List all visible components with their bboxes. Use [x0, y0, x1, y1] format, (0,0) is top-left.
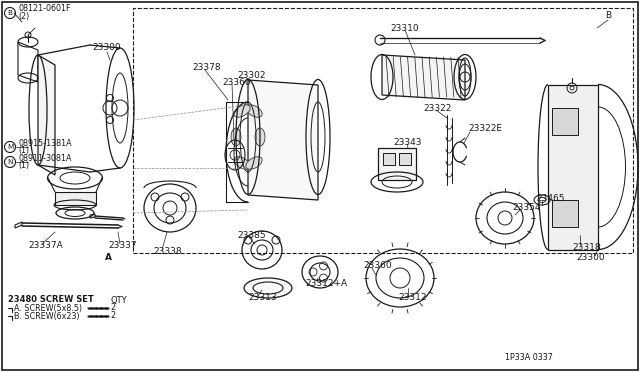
Text: A. SCREW(5x8.5): A. SCREW(5x8.5): [14, 304, 82, 312]
Text: (2): (2): [18, 12, 29, 20]
Text: 23354: 23354: [512, 202, 541, 212]
Text: N: N: [7, 159, 13, 165]
Text: 08915-1381A: 08915-1381A: [18, 138, 72, 148]
Text: B: B: [8, 10, 13, 16]
Text: 23337A: 23337A: [28, 241, 63, 250]
Text: 23302: 23302: [237, 71, 266, 80]
Bar: [383, 153, 395, 165]
Text: B: B: [605, 10, 611, 19]
Text: 23322E: 23322E: [468, 124, 502, 132]
Text: B. SCREW(6x23): B. SCREW(6x23): [14, 311, 79, 321]
Polygon shape: [55, 192, 96, 205]
Polygon shape: [548, 85, 598, 250]
Bar: [378, 148, 416, 180]
Text: 23312: 23312: [398, 294, 426, 302]
Text: 23360: 23360: [363, 260, 392, 269]
Polygon shape: [382, 55, 465, 100]
Text: 23343: 23343: [393, 138, 422, 147]
Text: (1): (1): [18, 160, 29, 170]
Text: 23322: 23322: [423, 103, 451, 112]
Ellipse shape: [244, 278, 292, 298]
Ellipse shape: [234, 157, 250, 169]
Polygon shape: [552, 108, 578, 135]
Text: 23300: 23300: [92, 42, 120, 51]
Text: 08121-0601F: 08121-0601F: [18, 3, 70, 13]
Text: 23310: 23310: [390, 23, 419, 32]
Text: 2: 2: [110, 311, 115, 321]
Text: 23480 SCREW SET: 23480 SCREW SET: [8, 295, 93, 305]
Ellipse shape: [234, 105, 250, 117]
Text: 23312+A: 23312+A: [305, 279, 347, 289]
Text: M: M: [7, 144, 13, 150]
Bar: [399, 153, 411, 165]
Ellipse shape: [246, 157, 262, 169]
Text: 1P33A 0337: 1P33A 0337: [505, 353, 553, 362]
Text: 2: 2: [110, 304, 115, 312]
Text: A: A: [105, 253, 112, 262]
Text: 23385: 23385: [237, 231, 266, 240]
Ellipse shape: [255, 128, 265, 146]
Bar: [133, 8, 633, 253]
Ellipse shape: [246, 105, 262, 117]
Polygon shape: [38, 55, 55, 175]
Text: QTY: QTY: [110, 295, 127, 305]
Text: 23313: 23313: [248, 294, 276, 302]
Text: 23338: 23338: [153, 247, 182, 257]
Text: 23337: 23337: [108, 241, 136, 250]
Text: 23318: 23318: [572, 244, 600, 253]
Text: 23378: 23378: [192, 62, 221, 71]
Text: 23360: 23360: [222, 77, 251, 87]
Text: 23465: 23465: [536, 193, 564, 202]
Text: 08911-3081A: 08911-3081A: [18, 154, 72, 163]
Text: 23300: 23300: [576, 253, 605, 263]
Polygon shape: [552, 200, 578, 227]
Text: (1): (1): [18, 145, 29, 154]
Ellipse shape: [231, 128, 241, 146]
Polygon shape: [248, 80, 318, 200]
